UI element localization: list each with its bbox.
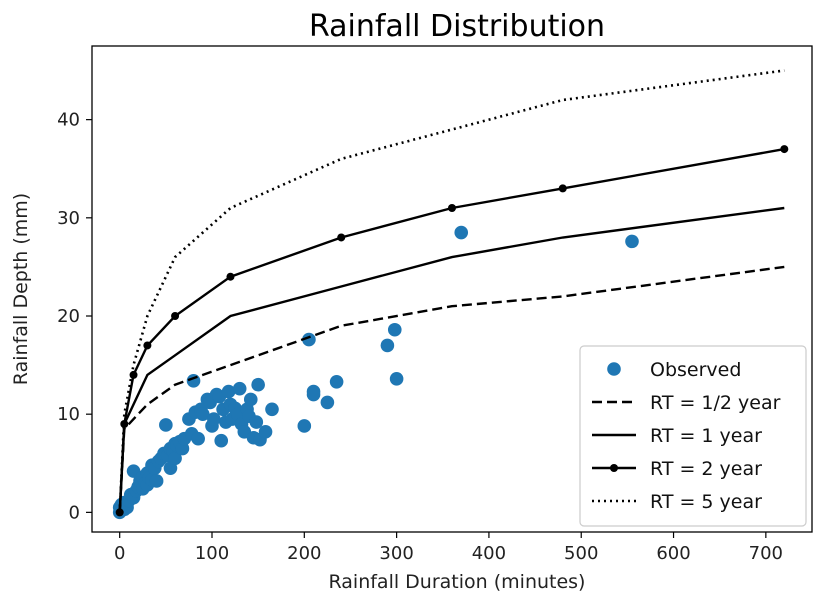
plot-area	[112, 69, 789, 520]
y-tick-label: 20	[57, 306, 80, 327]
observed-point	[214, 433, 229, 448]
y-axis-title: Rainfall Depth (mm)	[10, 193, 32, 385]
observed-point	[159, 418, 173, 432]
observed-point	[258, 425, 273, 439]
legend-label-observed: Observed	[650, 359, 741, 381]
series-rt-2-year-marker	[780, 145, 789, 154]
series-rt-2-year-marker	[337, 233, 346, 242]
plot-frame	[91, 45, 813, 533]
x-tick-label: 600	[656, 543, 690, 564]
observed-point	[191, 431, 205, 446]
x-tick-label: 100	[195, 543, 229, 564]
x-tick-label: 300	[379, 543, 413, 564]
x-tick-label: 500	[564, 543, 598, 564]
y-tick-label: 10	[57, 404, 80, 425]
observed-point	[387, 322, 402, 337]
series-rt-1-2-year-line	[118, 265, 785, 513]
series-rt-2-year-marker	[558, 184, 567, 193]
observed-point	[265, 402, 279, 417]
observed-point	[195, 407, 210, 421]
observed-point	[249, 415, 264, 429]
observed-point	[251, 377, 265, 392]
observed-point	[149, 474, 164, 488]
x-tick-label: 200	[287, 543, 321, 564]
observed-point	[243, 392, 258, 407]
y-tick-label: 0	[69, 502, 80, 523]
y-tick-label: 30	[57, 208, 80, 229]
y-axis: 0 10 20 30 40	[57, 110, 92, 523]
series-rt-2-year-marker	[129, 370, 138, 379]
observed-point	[297, 419, 312, 433]
series-rt-2-year-marker	[448, 204, 456, 212]
legend-marker-rt-2-year	[610, 464, 618, 472]
legend-box	[579, 345, 807, 527]
observed-point	[320, 395, 335, 410]
series-rt-2-year-marker	[171, 312, 180, 320]
series-rt-2-year-marker	[143, 341, 152, 350]
x-axis: 0 100 200 300 400 500 600 700	[114, 532, 783, 564]
observed-point	[302, 332, 316, 347]
observed-point	[207, 412, 221, 426]
observed-point	[221, 384, 236, 399]
legend-swatch-observed	[607, 362, 621, 376]
observed-point	[380, 338, 395, 353]
observed-point	[306, 387, 321, 402]
observed-point	[389, 372, 404, 386]
series-rt-5-year-line	[118, 69, 785, 513]
legend-label-rt-2-year: RT = 2 year	[650, 458, 762, 480]
series-rt-2-year-line	[118, 147, 785, 513]
x-tick-label: 700	[749, 543, 783, 564]
legend: Observed RT = 1/2 year RT = 1 year RT = 2 y…	[579, 345, 807, 527]
observed-point	[329, 374, 344, 389]
x-tick-label: 400	[472, 543, 506, 564]
observed-point	[168, 451, 182, 466]
legend-label-rt-1-year: RT = 1 year	[650, 425, 762, 447]
observed-point	[454, 225, 469, 240]
chart-title: Rainfall Distribution	[309, 9, 605, 44]
x-axis-title: Rainfall Duration (minutes)	[329, 571, 586, 593]
observed-point	[625, 234, 639, 249]
y-tick-label: 40	[57, 110, 80, 131]
series-rt-1-year-line	[118, 206, 785, 513]
observed-point	[232, 381, 247, 396]
legend-label-rt-5-year: RT = 5 year	[650, 491, 762, 513]
legend-label-rt-1-2-year: RT = 1/2 year	[650, 392, 781, 414]
x-tick-label: 0	[114, 543, 125, 564]
series-rt-2-year-marker	[226, 272, 235, 281]
series-rt-2-year-marker	[120, 420, 129, 428]
